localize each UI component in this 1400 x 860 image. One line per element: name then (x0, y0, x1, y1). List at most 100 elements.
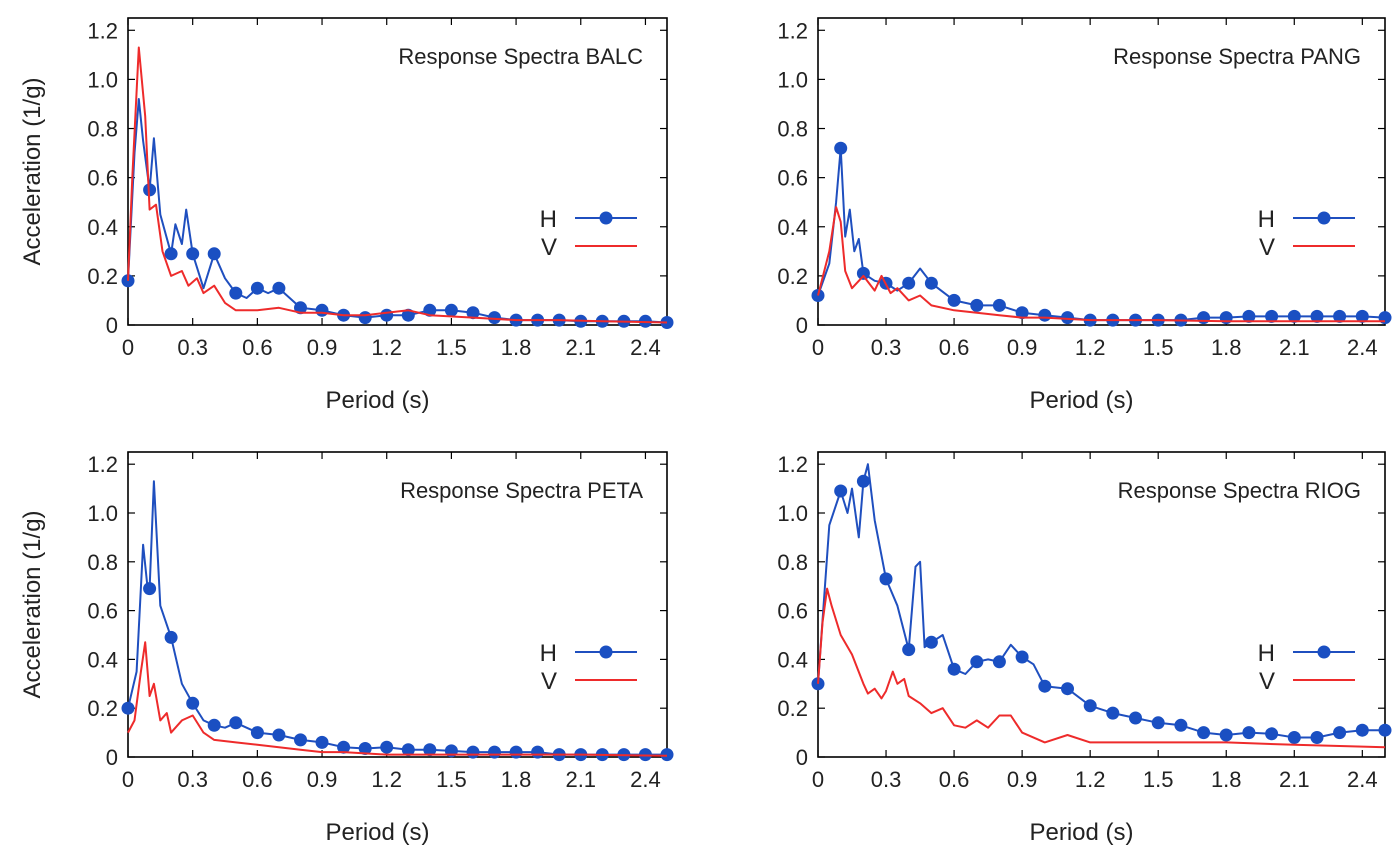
y-tick-label: 1.0 (777, 501, 808, 526)
y-tick-label: 0.8 (87, 117, 118, 142)
data-point-h (229, 716, 243, 730)
data-point-h (1197, 726, 1211, 740)
chart-title: Response Spectra PETA (400, 478, 643, 503)
data-point-h (660, 748, 674, 762)
x-tick-label: 0 (122, 767, 134, 792)
y-tick-label: 1.2 (777, 18, 808, 43)
legend-label-h: H (540, 640, 557, 667)
chart-title: Response Spectra PANG (1113, 44, 1361, 69)
x-axis-title: Period (s) (325, 819, 429, 846)
x-tick-label: 1.2 (371, 767, 402, 792)
x-tick-label: 1.2 (1075, 335, 1106, 360)
data-point-h (1265, 727, 1279, 741)
x-tick-label: 1.2 (371, 335, 402, 360)
y-tick-label: 0.2 (87, 264, 118, 289)
plot-frame (127, 17, 668, 326)
x-tick-label: 0.6 (939, 335, 970, 360)
y-axis-title: Acceleration (1/g) (19, 510, 46, 698)
x-tick-label: 2.4 (630, 335, 661, 360)
y-tick-label: 0.8 (777, 550, 808, 575)
y-tick-label: 0 (796, 313, 808, 338)
x-tick-label: 2.4 (1347, 335, 1378, 360)
series-line-h (127, 480, 667, 756)
chart-panel-1: 0 0.2 0.4 0.6 0.8 1.0 1.2 0 0.3 0.6 0.9 1.2 1.5 1.8 2.… (19, 17, 674, 414)
x-tick-label: 0.9 (307, 767, 338, 792)
data-point-h (1219, 728, 1233, 742)
y-tick-label: 1.2 (87, 18, 118, 43)
y-tick-label: 0.2 (777, 696, 808, 721)
data-point-h (1015, 306, 1029, 320)
x-tick-label: 2.1 (565, 767, 596, 792)
y-tick-label: 1.2 (777, 452, 808, 477)
y-tick-label: 1.0 (87, 501, 118, 526)
data-point-h (466, 745, 480, 759)
data-point-h (1355, 723, 1369, 737)
series-line-v (127, 641, 668, 757)
x-axis-title: Period (s) (1029, 819, 1133, 846)
data-point-h (1242, 726, 1256, 740)
y-tick-label: 0.6 (777, 166, 808, 191)
y-tick-label: 0.8 (777, 117, 808, 142)
x-tick-label: 1.2 (1075, 767, 1106, 792)
data-point-h (272, 728, 286, 742)
data-point-h (1129, 711, 1142, 725)
data-point-h (947, 293, 961, 307)
x-tick-label: 1.8 (1211, 767, 1242, 792)
x-tick-label: 0.9 (307, 335, 338, 360)
x-tick-label: 0.3 (177, 335, 208, 360)
y-axis-title: Acceleration (1/g) (19, 77, 46, 265)
y-tick-label: 0.6 (87, 166, 118, 191)
legend-label-v: V (541, 234, 557, 261)
data-point-h (1378, 723, 1392, 737)
x-axis-title: Period (s) (1029, 387, 1133, 414)
data-point-h (488, 745, 501, 759)
legend-marker-h (599, 211, 613, 225)
data-point-h (229, 286, 243, 300)
x-tick-label: 1.5 (1143, 767, 1174, 792)
data-point-h (902, 643, 916, 657)
data-point-h (1265, 309, 1279, 323)
plot-frame (127, 451, 668, 758)
data-point-h (380, 308, 394, 322)
data-point-h (856, 266, 870, 280)
x-tick-label: 0.6 (939, 767, 970, 792)
y-tick-label: 1.2 (87, 452, 118, 477)
data-point-h (315, 735, 329, 749)
data-point-h (294, 733, 307, 747)
series-line-h (817, 463, 1385, 739)
legend-label-h: H (1258, 640, 1275, 667)
data-point-h (1038, 308, 1052, 322)
x-tick-label: 2.1 (565, 335, 596, 360)
x-tick-label: 0.9 (1007, 335, 1038, 360)
legend-marker-h (599, 645, 613, 659)
data-point-h (1061, 311, 1074, 325)
x-tick-label: 1.8 (1211, 335, 1242, 360)
data-point-h (250, 281, 264, 295)
data-point-h (401, 743, 415, 757)
data-point-h (1310, 731, 1324, 744)
x-tick-label: 0.6 (242, 335, 273, 360)
data-point-h (444, 303, 458, 317)
y-tick-label: 0.4 (87, 647, 118, 672)
legend-label-h: H (1258, 206, 1275, 233)
data-point-h (250, 726, 264, 740)
data-point-h (902, 276, 916, 290)
data-point-h (207, 718, 221, 732)
data-point-h (1106, 706, 1120, 720)
data-point-h (1038, 679, 1052, 693)
x-tick-label: 2.1 (1279, 767, 1310, 792)
x-tick-label: 1.5 (436, 767, 467, 792)
plot-frame (817, 17, 1386, 326)
data-point-h (207, 247, 221, 261)
data-point-h (121, 701, 135, 715)
chart-panel-2: 0 0.2 0.4 0.6 0.8 1.0 1.2 0 0.3 0.6 0.9 1.2 1.5 1.8 2.… (777, 17, 1392, 414)
x-tick-label: 0.9 (1007, 767, 1038, 792)
y-tick-label: 0.8 (87, 550, 118, 575)
data-point-h (531, 745, 545, 759)
series-line-v (817, 206, 1385, 323)
data-point-h (970, 655, 984, 669)
data-point-h (1333, 309, 1347, 323)
x-tick-label: 0 (122, 335, 134, 360)
data-point-h (186, 696, 200, 710)
